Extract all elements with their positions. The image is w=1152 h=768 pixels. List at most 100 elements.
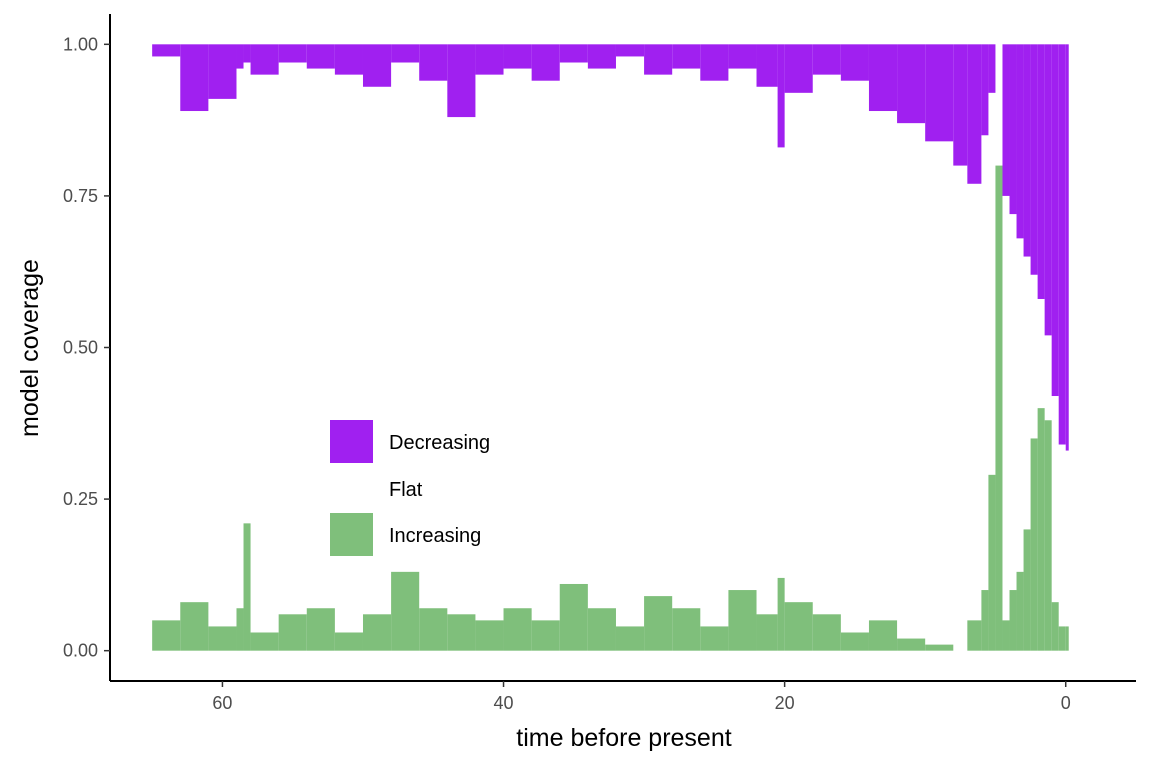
increasing-bar [419,608,448,651]
decreasing-bar [1023,44,1031,257]
decreasing-bar [953,44,968,166]
y-axis: 0.00 0.25 0.50 0.75 1.00 [63,14,111,681]
decreasing-bar [728,44,757,69]
increasing-bar [208,626,237,651]
decreasing-bar [1058,44,1066,445]
decreasing-bar [840,44,869,81]
legend-label-decreasing: Decreasing [389,432,490,454]
decreasing-bar [503,44,532,69]
x-tick-label: 60 [212,693,232,713]
increasing-bar [503,608,532,651]
y-tick-label: 0.50 [63,338,98,358]
increasing-bar [278,614,307,651]
increasing-bar [1065,626,1069,651]
increasing-bar [1051,602,1059,651]
increasing-bar [897,638,926,651]
legend-key-flat [330,467,373,510]
increasing-bar [334,632,363,651]
increasing-bar [1009,590,1017,651]
decreasing-bar [672,44,701,69]
decreasing-bar [868,44,898,112]
increasing-bar [988,474,996,651]
decreasing-bar [756,44,778,87]
increasing-bar [1030,438,1038,651]
decreasing-bar [1030,44,1038,275]
x-axis-title: time before present [516,724,731,752]
increasing-bar [700,626,729,651]
x-axis: 60 40 20 0 [110,680,1136,713]
y-tick-label: 1.00 [63,34,98,54]
decreasing-bar [419,44,448,81]
decreasing-bar [236,44,244,69]
legend: Decreasing Flat Increasing [330,420,490,556]
decreasing-bar [812,44,841,75]
increasing-bar [995,165,1003,651]
increasing-bar [152,620,181,651]
increasing-bar [672,608,701,651]
increasing-bar [1016,571,1024,651]
decreasing-bar [1037,44,1045,299]
increasing-bar [306,608,335,651]
decreasing-bar [967,44,982,184]
increasing-bar [784,602,813,651]
decreasing-bar [1002,44,1010,196]
decreasing-bar [531,44,560,81]
increasing-bar [967,620,982,651]
increasing-bar [559,583,588,651]
increasing-bar [391,571,420,651]
x-tick-label: 0 [1061,693,1071,713]
increasing-bar [475,620,504,651]
x-tick-label: 20 [775,693,795,713]
legend-label-flat: Flat [389,479,423,501]
decreasing-bar [243,44,251,63]
decreasing-bar [278,44,307,63]
decreasing-bar [988,44,996,93]
decreasing-bar [1051,44,1059,397]
decreasing-bar [981,44,989,136]
increasing-bar [615,626,645,651]
plot-area [152,44,1069,651]
decreasing-bar [180,44,209,112]
increasing-bar [250,632,279,651]
decreasing-bar [700,44,729,81]
decreasing-bar [1009,44,1017,215]
decreasing-bar [447,44,476,118]
decreasing-bar [897,44,926,124]
decreasing-bar [1065,44,1069,451]
increasing-bar [447,614,476,651]
increasing-bar [1037,408,1045,651]
decreasing-bar [587,44,616,69]
decreasing-bar [306,44,335,69]
decreasing-bar [152,44,181,57]
increasing-bar [1002,620,1010,651]
legend-key-decreasing [330,420,373,463]
increasing-bar [868,620,898,651]
increasing-bar [840,632,869,651]
increasing-bar [981,590,989,651]
y-tick-label: 0.00 [63,641,98,661]
y-tick-label: 0.25 [63,489,98,509]
x-tick-label: 40 [494,693,514,713]
decreasing-bar [615,44,645,57]
decreasing-bar [250,44,279,75]
increasing-bar [1058,626,1066,651]
increasing-bar [236,608,244,651]
increasing-bar [777,577,785,651]
increasing-bar [728,590,757,651]
increasing-bar [756,614,778,651]
increasing-bar [644,596,673,651]
decreasing-bar [362,44,392,87]
decreasing-bar [208,44,237,99]
y-tick-label: 0.75 [63,186,98,206]
increasing-bar [362,614,392,651]
increasing-bar [587,608,616,651]
y-axis-title: model coverage [16,259,44,437]
legend-label-increasing: Increasing [389,525,481,547]
decreasing-bar [1044,44,1052,336]
increasing-bar [531,620,560,651]
legend-key-increasing [330,513,373,556]
increasing-bar [925,644,954,651]
increasing-bar [1044,420,1052,651]
decreasing-bar [559,44,588,63]
